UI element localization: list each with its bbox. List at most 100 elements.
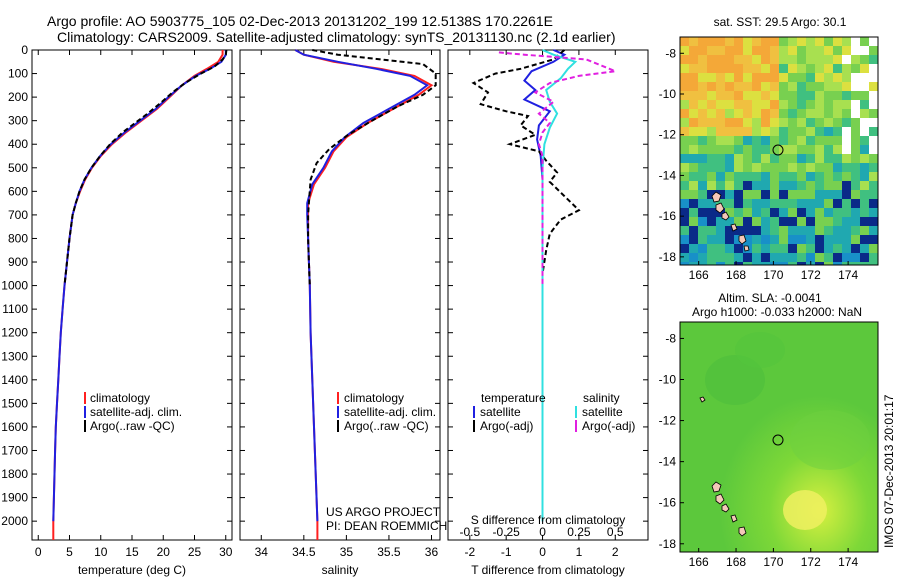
y-tick-label: 300: [8, 114, 28, 128]
sst-cell-missing: [869, 91, 878, 100]
sst-cell: [788, 109, 797, 118]
sst-cell-missing: [860, 46, 869, 55]
sst-map-panel: sat. SST: 29.5 Argo: 30.1 166 168 170 172 17…: [659, 15, 879, 282]
sst-cell: [815, 154, 824, 163]
sst-cell: [824, 127, 833, 136]
sst-cell: [797, 217, 806, 226]
sst-cell: [761, 226, 770, 235]
sst-cell: [851, 244, 860, 253]
sst-cell: [761, 190, 770, 199]
sst-cell: [788, 82, 797, 91]
sst-cell: [833, 217, 842, 226]
figure-title-line1: Argo profile: AO 5903775_105 02-Dec-2013…: [47, 13, 553, 29]
difference-xlabel: T difference from climatology: [471, 563, 625, 577]
sst-cell: [752, 46, 761, 55]
sst-cell: [725, 73, 734, 82]
sst-cell: [770, 181, 779, 190]
sst-cell: [761, 235, 770, 244]
sst-cell: [689, 226, 698, 235]
map-y-tick-label: -8: [665, 331, 676, 345]
sst-cell: [770, 190, 779, 199]
sst-cell: [806, 172, 815, 181]
sst-cell: [815, 163, 824, 172]
sst-cell: [869, 190, 878, 199]
sst-cell: [842, 73, 851, 82]
sst-cell: [707, 244, 716, 253]
sla-blob: [705, 355, 765, 405]
sst-cell: [833, 73, 842, 82]
sst-cell: [761, 64, 770, 73]
sst-cell: [707, 181, 716, 190]
sst-cell: [824, 64, 833, 73]
sst-cell: [698, 37, 707, 46]
sst-cell: [797, 73, 806, 82]
sst-cell: [680, 46, 689, 55]
sla-map-title-line1: Altim. SLA: -0.0041: [718, 291, 822, 305]
map-y-tick-label: -18: [659, 537, 677, 551]
sla-blob: [783, 490, 827, 530]
sst-cell: [824, 253, 833, 262]
y-tick-label: 0: [21, 43, 28, 57]
sst-cell: [689, 37, 698, 46]
sst-cell: [842, 199, 851, 208]
island-shape: [743, 245, 750, 252]
sst-cell: [833, 226, 842, 235]
sst-cell: [716, 136, 725, 145]
sst-cell: [806, 91, 815, 100]
sst-cell: [716, 163, 725, 172]
sst-cell: [770, 199, 779, 208]
sst-cell: [707, 82, 716, 91]
sst-cell: [680, 91, 689, 100]
sst-cell: [806, 127, 815, 136]
sst-cell: [788, 73, 797, 82]
sst-cell: [716, 118, 725, 127]
sst-cell: [860, 145, 869, 154]
sst-cell: [689, 145, 698, 154]
sst-cell: [815, 244, 824, 253]
sst-cell: [860, 55, 869, 64]
sst-cell: [779, 109, 788, 118]
project-annotation: US ARGO PROJECT: [326, 505, 441, 519]
sst-cell: [842, 208, 851, 217]
sst-cell: [680, 235, 689, 244]
sst-cell: [833, 91, 842, 100]
sst-cell: [734, 208, 743, 217]
sst-cell: [797, 118, 806, 127]
pi-annotation: PI: DEAN ROEMMICH: [326, 519, 447, 533]
sst-cell: [779, 154, 788, 163]
sst-cell: [851, 136, 860, 145]
sst-cell: [752, 55, 761, 64]
sst-cell: [797, 55, 806, 64]
sst-cell: [752, 244, 761, 253]
sst-cell: [806, 208, 815, 217]
legend-climatology-label: climatology: [344, 391, 404, 405]
map-y-tick-label: -18: [659, 250, 677, 264]
salinity-legend: climatology satellite-adj. clim. Argo(..…: [337, 391, 436, 433]
sst-cell: [680, 127, 689, 136]
sst-cell: [752, 37, 761, 46]
sst-cell-missing: [869, 37, 878, 46]
sst-map-cells: [680, 37, 878, 265]
sst-cell: [851, 190, 860, 199]
legend-s-argo-label: Argo(-adj): [582, 419, 635, 433]
sst-cell: [761, 253, 770, 262]
sst-cell: [743, 253, 752, 262]
sst-cell: [788, 37, 797, 46]
sst-cell-missing: [842, 136, 851, 145]
sst-cell: [716, 100, 725, 109]
sst-cell: [734, 154, 743, 163]
sst-cell: [806, 154, 815, 163]
sst-cell: [698, 127, 707, 136]
sst-cell: [824, 208, 833, 217]
sst-cell: [725, 100, 734, 109]
sst-cell: [824, 244, 833, 253]
difference-axes: [447, 49, 649, 541]
sst-cell: [869, 163, 878, 172]
sst-cell: [734, 226, 743, 235]
legend-t-argo-label: Argo(-adj): [480, 419, 533, 433]
sst-cell: [869, 244, 878, 253]
sst-cell: [698, 73, 707, 82]
sst-cell-missing: [860, 73, 869, 82]
sst-cell: [680, 55, 689, 64]
sst-cell: [698, 55, 707, 64]
